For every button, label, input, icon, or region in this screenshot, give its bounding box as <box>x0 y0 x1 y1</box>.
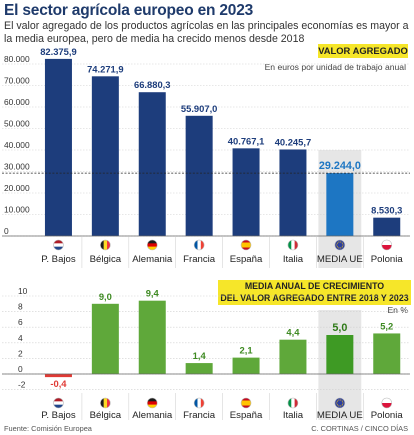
growth-value-label-espana: 2,1 <box>240 345 253 356</box>
growth-ytick-2: 2 <box>18 348 23 358</box>
va-bar-alemania <box>138 92 166 236</box>
growth-flag-it <box>287 397 299 409</box>
va-ytick-6: 60.000 <box>4 97 30 107</box>
va-flag-eu <box>334 239 346 251</box>
growth-chart: -2 0 2 4 6 8 10 -0,4 9,0 9,4 1,4 2,1 4,4 5,0 5,2 P. Baj… <box>2 286 410 421</box>
va-bar-polonia <box>373 217 401 236</box>
growth-bar-media-ue <box>326 335 354 374</box>
va-category-label-francia: Francia <box>183 254 216 265</box>
va-category-label-italia: Italia <box>283 254 304 265</box>
va-flag-nl <box>53 239 64 251</box>
growth-category-label-media-ue: MEDIA UE <box>317 410 363 421</box>
chart-subtitle: El valor agregado de los productos agríc… <box>4 20 409 46</box>
growth-bar-belgica <box>91 303 119 374</box>
va-value-label-media-ue: 29.244,0 <box>319 160 361 172</box>
va-value-label-espana: 40.767,1 <box>228 135 265 146</box>
va-value-label-francia: 55.907,0 <box>181 103 218 114</box>
va-bar-italia <box>279 149 307 236</box>
va-value-label-belgica: 74.271,9 <box>87 63 124 74</box>
growth-unit: En % <box>387 305 408 315</box>
value-added-label: VALOR AGREGADO <box>318 44 408 58</box>
va-category-label-media-ue: MEDIA UE <box>317 254 363 265</box>
va-bar-francia <box>185 115 213 236</box>
va-ytick-7: 70.000 <box>4 76 30 86</box>
va-flag-es <box>240 239 252 251</box>
growth-category-label-polonia: Polonia <box>371 410 404 421</box>
credit-note: C. CORTINAS / CINCO DÍAS <box>311 424 408 433</box>
growth-value-label-francia: 1,4 <box>193 350 207 361</box>
va-value-label-italia: 40.245,7 <box>275 136 312 147</box>
growth-ytick-1: 0 <box>18 364 23 374</box>
growth-ytick-3: 4 <box>18 333 23 343</box>
growth-bar-francia <box>185 363 213 374</box>
growth-value-label-media-ue: 5,0 <box>332 322 347 334</box>
growth-value-label-polonia: 5,2 <box>380 320 393 331</box>
value-added-unit: En euros por unidad de trabajo anual <box>264 62 406 72</box>
va-flag-de <box>146 239 158 251</box>
growth-ytick-0: -2 <box>18 380 26 390</box>
va-ytick-1: 10.000 <box>4 205 30 215</box>
growth-value-label-alemania: 9,4 <box>146 288 160 299</box>
growth-ytick-4: 6 <box>18 317 23 327</box>
growth-value-label-p-bajos: -0,4 <box>50 378 67 389</box>
va-ytick-3: 30.000 <box>4 162 30 172</box>
va-ytick-4: 40.000 <box>4 140 30 150</box>
growth-bar-italia <box>279 339 307 374</box>
va-value-label-alemania: 66.880,3 <box>134 79 171 90</box>
va-bar-belgica <box>91 76 119 236</box>
value-added-chart: 0 10.000 20.000 30.000 40.000 50.000 60.000 70.… <box>2 46 410 268</box>
va-category-label-alemania: Alemania <box>132 254 173 265</box>
growth-flag-de <box>146 397 158 409</box>
va-ytick-0: 0 <box>4 226 9 236</box>
growth-bar-espana <box>232 357 260 374</box>
va-ytick-8: 80.000 <box>4 54 30 64</box>
va-flag-be <box>100 239 111 251</box>
va-category-label-belgica: Bélgica <box>90 254 122 265</box>
growth-bar-alemania <box>138 300 166 374</box>
va-flag-fr <box>193 239 205 251</box>
growth-value-label-belgica: 9,0 <box>99 291 112 302</box>
growth-ytick-6: 10 <box>18 286 28 296</box>
va-bar-media-ue <box>326 173 354 236</box>
growth-bar-p-bajos <box>44 374 72 378</box>
growth-category-label-espana: España <box>230 410 263 421</box>
growth-label: MEDIA ANUAL DE CRECIMIENTO DEL VALOR AGR… <box>218 280 411 305</box>
growth-flag-es <box>240 397 252 409</box>
growth-flag-nl <box>53 397 64 409</box>
va-flag-it <box>287 239 299 251</box>
growth-flag-eu <box>334 397 346 409</box>
va-category-label-polonia: Polonia <box>371 254 404 265</box>
growth-category-label-francia: Francia <box>183 410 216 421</box>
va-category-label-p-bajos: P. Bajos <box>41 254 76 265</box>
growth-value-label-italia: 4,4 <box>286 327 300 338</box>
va-category-label-espana: España <box>230 254 263 265</box>
growth-category-label-p-bajos: P. Bajos <box>41 410 76 421</box>
growth-label-line-2: DEL VALOR AGREGADO ENTRE 2018 Y 2023 <box>220 292 409 303</box>
va-bar-espana <box>232 148 260 236</box>
growth-flag-fr <box>193 397 205 409</box>
va-ytick-5: 50.000 <box>4 119 30 129</box>
va-ytick-2: 20.000 <box>4 183 30 193</box>
va-flag-pl <box>381 239 393 251</box>
growth-category-label-belgica: Bélgica <box>90 410 122 421</box>
source-note: Fuente: Comisión Europea <box>4 424 92 433</box>
growth-category-label-alemania: Alemania <box>132 410 173 421</box>
growth-bar-polonia <box>373 333 401 374</box>
growth-flag-pl <box>381 397 393 409</box>
chart-title: El sector agrícola europeo en 2023 <box>4 2 254 19</box>
va-bar-p-bajos <box>44 58 72 236</box>
va-value-label-p-bajos: 82.375,9 <box>40 46 77 57</box>
va-value-label-polonia: 8.530,3 <box>371 205 402 216</box>
growth-ytick-5: 8 <box>18 302 23 312</box>
growth-category-label-italia: Italia <box>283 410 304 421</box>
growth-label-line-1: MEDIA ANUAL DE CRECIMIENTO <box>244 281 385 291</box>
growth-flag-be <box>100 397 111 409</box>
